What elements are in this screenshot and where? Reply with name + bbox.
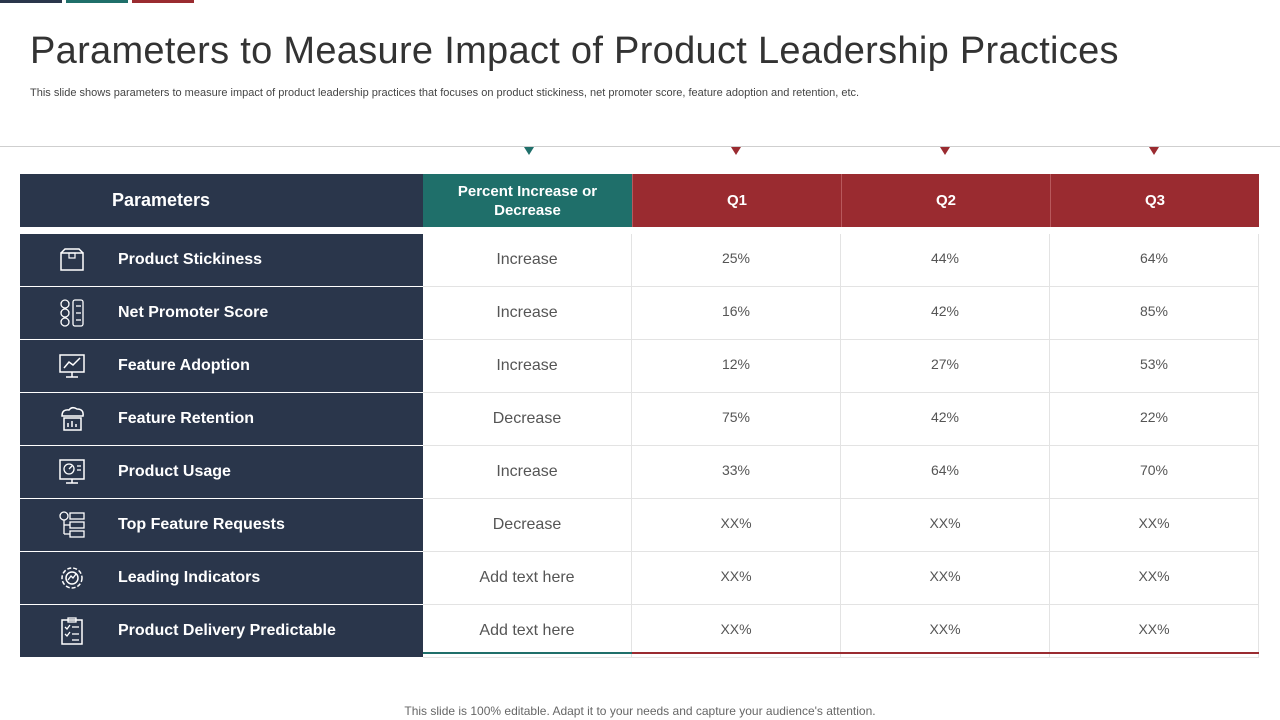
monitor-chart-icon bbox=[59, 354, 85, 378]
q1-cell: 25% bbox=[632, 234, 841, 287]
q3-cell: 85% bbox=[1050, 287, 1259, 340]
change-cell: Increase bbox=[423, 234, 632, 287]
q1-cell: 16% bbox=[632, 287, 841, 340]
bottom-line-teal bbox=[423, 652, 632, 654]
parameter-cell: Net Promoter Score bbox=[20, 287, 423, 339]
table-row: Product Stickiness Increase 25% 44% 64% bbox=[20, 234, 1259, 287]
gear-indicator-icon bbox=[61, 567, 83, 589]
marker-triangle-q2 bbox=[940, 147, 950, 155]
parameter-label: Product Delivery Predictable bbox=[118, 622, 336, 639]
q2-cell: 44% bbox=[841, 234, 1050, 287]
change-cell: Decrease bbox=[423, 393, 632, 446]
table-row: Leading Indicators Add text here XX% XX% XX% bbox=[20, 552, 1259, 605]
q1-cell: 33% bbox=[632, 446, 841, 499]
q3-cell: 22% bbox=[1050, 393, 1259, 446]
header-q3: Q3 bbox=[1050, 174, 1259, 227]
change-cell: Add text here bbox=[423, 605, 632, 658]
q2-cell: 42% bbox=[841, 393, 1050, 446]
change-cell: Increase bbox=[423, 446, 632, 499]
parameter-label: Feature Retention bbox=[118, 410, 255, 427]
cloud-chart-icon bbox=[61, 406, 84, 431]
change-cell: Decrease bbox=[423, 499, 632, 552]
parameter-cell: Product Stickiness bbox=[20, 234, 423, 286]
q2-cell: 27% bbox=[841, 340, 1050, 393]
q1-cell: XX% bbox=[632, 552, 841, 605]
top-accent-red bbox=[132, 0, 194, 3]
top-accent-teal bbox=[66, 0, 128, 3]
table-row: Product Usage Increase 33% 64% 70% bbox=[20, 446, 1259, 499]
marker-triangle-q1 bbox=[731, 147, 741, 155]
parameter-label: Top Feature Requests bbox=[118, 516, 285, 533]
parameter-cell: Product Delivery Predictable bbox=[20, 605, 423, 657]
parameter-label: Feature Adoption bbox=[118, 357, 250, 374]
page-subtitle: This slide shows parameters to measure i… bbox=[30, 87, 860, 99]
parameter-cell: Product Usage bbox=[20, 446, 423, 498]
header-percent-change: Percent Increase or Decrease bbox=[423, 174, 632, 227]
q2-cell: 42% bbox=[841, 287, 1050, 340]
parameter-label: Product Stickiness bbox=[118, 251, 263, 268]
parameter-cell: Feature Adoption bbox=[20, 340, 423, 392]
q3-cell: 70% bbox=[1050, 446, 1259, 499]
parameter-cell: Top Feature Requests bbox=[20, 499, 423, 551]
q3-cell: 64% bbox=[1050, 234, 1259, 287]
divider-line bbox=[0, 146, 1280, 147]
table-row: Product Delivery Predictable Add text her… bbox=[20, 605, 1259, 658]
header-parameters: Parameters bbox=[20, 174, 423, 227]
q1-cell: XX% bbox=[632, 499, 841, 552]
parameter-label: Product Usage bbox=[118, 463, 231, 480]
table-row: Top Feature Requests Decrease XX% XX% XX% bbox=[20, 499, 1259, 552]
footer-note: This slide is 100% editable. Adapt it to… bbox=[404, 704, 876, 718]
top-accent-navy bbox=[0, 0, 62, 3]
table-row: Feature Retention Decrease 75% 42% 22% bbox=[20, 393, 1259, 446]
change-cell: Add text here bbox=[423, 552, 632, 605]
q1-cell: 12% bbox=[632, 340, 841, 393]
q3-cell: XX% bbox=[1050, 552, 1259, 605]
header-q1: Q1 bbox=[632, 174, 841, 227]
q3-cell: XX% bbox=[1050, 499, 1259, 552]
q3-cell: 53% bbox=[1050, 340, 1259, 393]
q1-cell: XX% bbox=[632, 605, 841, 658]
bottom-line-red bbox=[632, 652, 1259, 654]
change-cell: Increase bbox=[423, 287, 632, 340]
dashboard-monitor-icon bbox=[59, 459, 85, 484]
clipboard-checklist-icon bbox=[61, 617, 83, 645]
parameter-cell: Leading Indicators bbox=[20, 552, 423, 604]
marker-triangle-q3 bbox=[1149, 147, 1159, 155]
parameter-cell: Feature Retention bbox=[20, 393, 423, 445]
q2-cell: XX% bbox=[841, 499, 1050, 552]
page-title: Parameters to Measure Impact of Product … bbox=[30, 30, 1119, 72]
header-q2: Q2 bbox=[841, 174, 1050, 227]
rating-faces-icon bbox=[60, 299, 84, 327]
table-row: Net Promoter Score Increase 16% 42% 85% bbox=[20, 287, 1259, 340]
marker-triangle-teal bbox=[524, 147, 534, 155]
parameter-label: Leading Indicators bbox=[118, 569, 261, 586]
table-row: Feature Adoption Increase 12% 27% 53% bbox=[20, 340, 1259, 393]
q2-cell: XX% bbox=[841, 605, 1050, 658]
q1-cell: 75% bbox=[632, 393, 841, 446]
request-list-icon bbox=[59, 511, 85, 538]
box-icon bbox=[60, 248, 84, 271]
parameter-label: Net Promoter Score bbox=[118, 304, 269, 321]
q2-cell: 64% bbox=[841, 446, 1050, 499]
change-cell: Increase bbox=[423, 340, 632, 393]
q2-cell: XX% bbox=[841, 552, 1050, 605]
q3-cell: XX% bbox=[1050, 605, 1259, 658]
